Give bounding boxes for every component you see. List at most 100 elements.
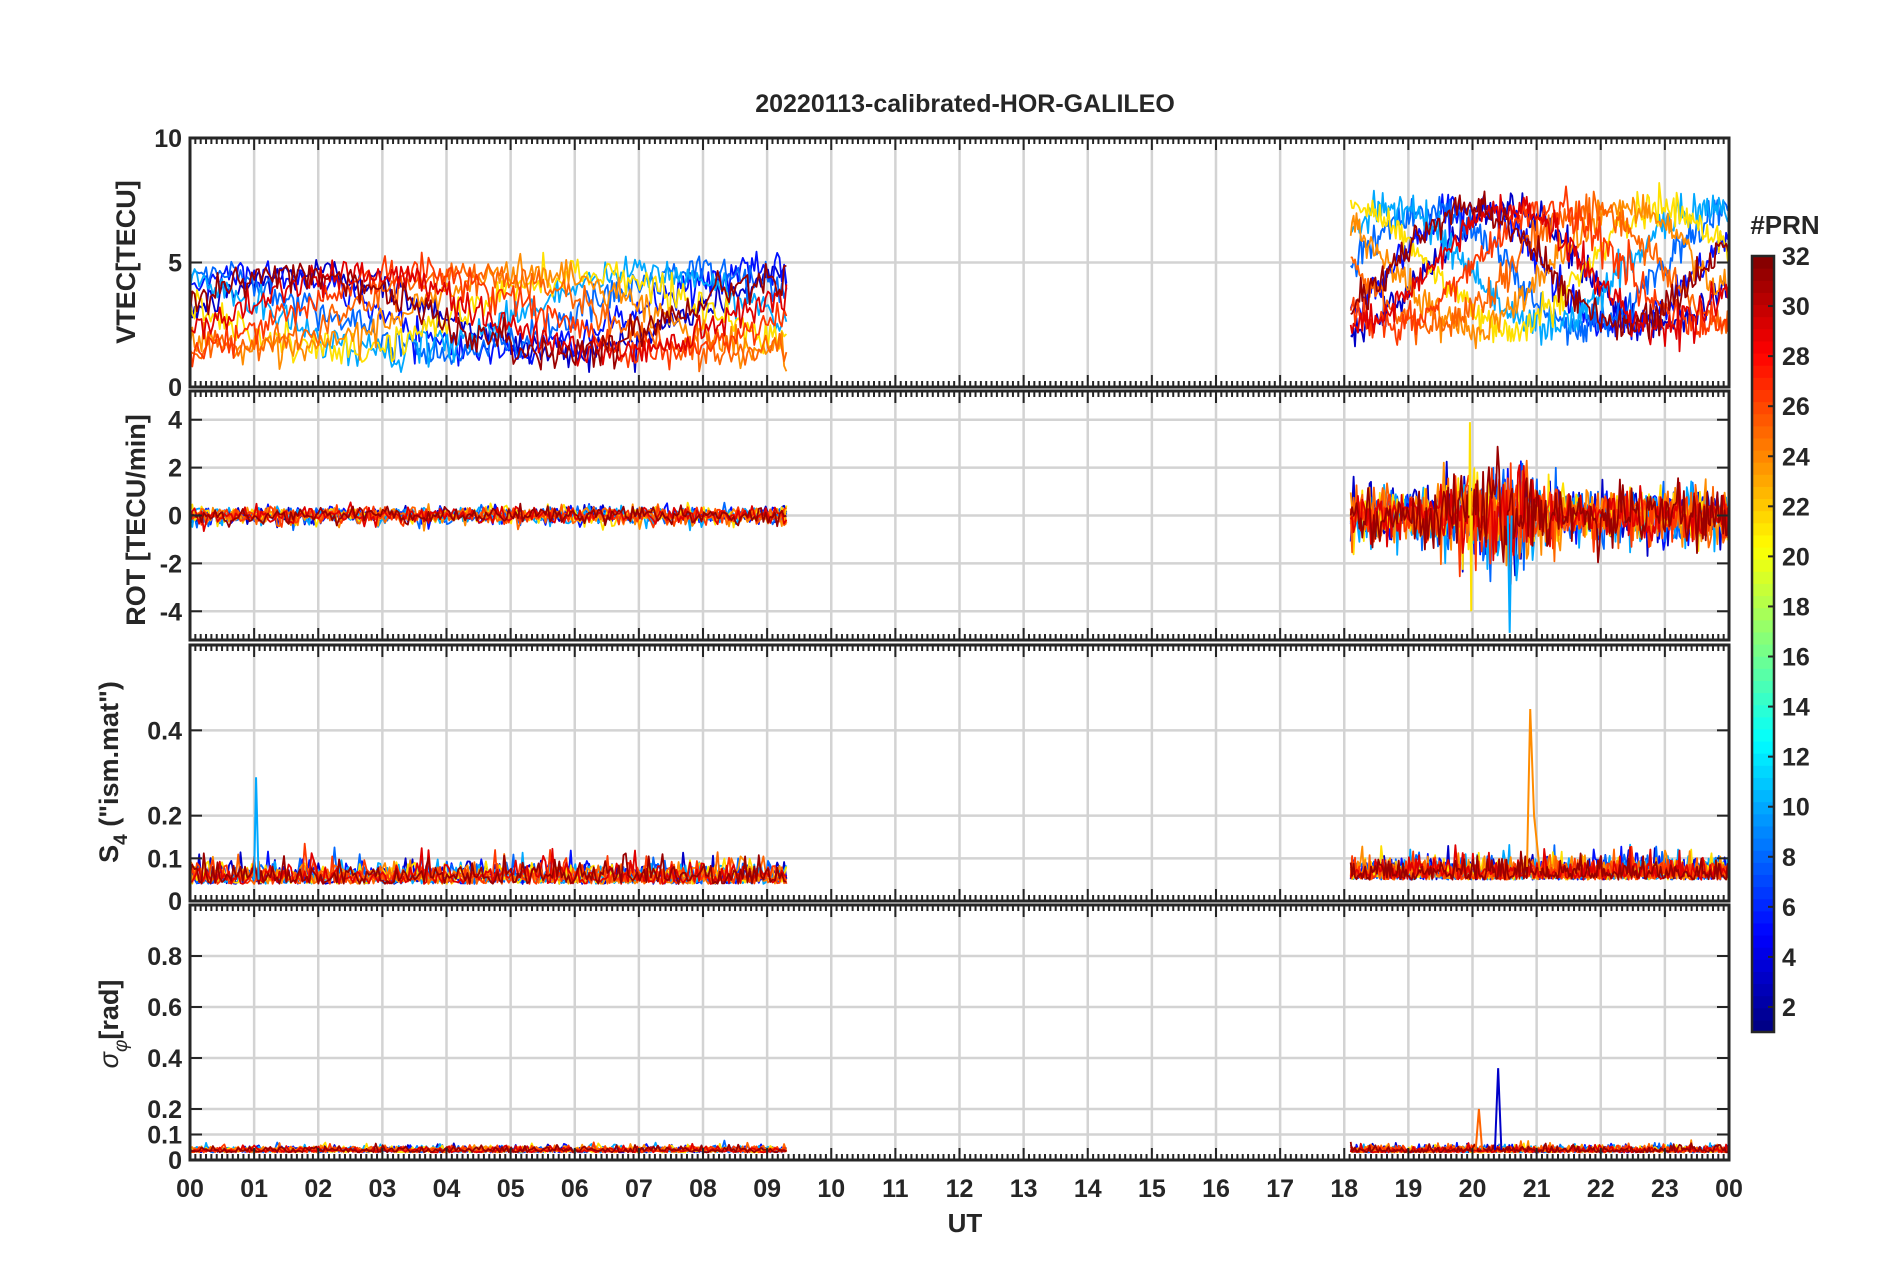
panel-sigma: 00.10.2 0.4 0.6 0.8 — [147, 903, 1731, 1175]
colorbar-swatch — [1752, 716, 1774, 730]
s4-peak-prn-10 — [253, 777, 260, 880]
panel-rot: -4 -2 0 2 4 — [160, 389, 1731, 642]
x-tick-label: 07 — [625, 1175, 653, 1203]
x-tick-label: 21 — [1523, 1175, 1551, 1203]
colorbar-swatch — [1752, 959, 1774, 972]
y-tick-label: 0.8 — [147, 943, 182, 971]
y-tick-label: 0 — [168, 888, 182, 916]
sigma-peak-prn-25 — [1474, 1108, 1484, 1150]
colorbar-swatch — [1752, 910, 1774, 924]
rot-spike-prn-10 — [1506, 515, 1513, 633]
colorbar-swatch — [1752, 813, 1774, 827]
colorbar-swatch — [1752, 850, 1774, 863]
y-tick-label: 10 — [154, 125, 182, 153]
series-prn-20 — [1349, 181, 1730, 344]
y-tick-label: 2 — [168, 455, 182, 483]
colorbar-swatch — [1752, 571, 1774, 584]
colorbar-swatch — [1752, 607, 1774, 621]
series-prn-31 — [1350, 190, 1730, 341]
colorbar-tick-label: 6 — [1782, 894, 1796, 922]
x-tick-label: 12 — [946, 1175, 974, 1203]
x-tick-label: 16 — [1202, 1175, 1230, 1203]
x-tick-label: 20 — [1459, 1175, 1487, 1203]
colorbar-swatch — [1752, 268, 1774, 281]
x-tick-label: 05 — [497, 1175, 525, 1203]
s4-y-label-main: S — [94, 845, 124, 863]
y-tick-label: 0.1 — [147, 1122, 182, 1150]
colorbar-tick-label: 2 — [1782, 994, 1796, 1022]
colorbar-swatch — [1752, 777, 1774, 791]
colorbar-swatch — [1752, 365, 1774, 378]
colorbar-swatch — [1752, 789, 1774, 803]
s4-y-label: S4 ("ism.mat") — [94, 681, 132, 863]
colorbar-swatch — [1752, 559, 1774, 572]
colorbar-swatch — [1752, 874, 1774, 888]
series-prn-24 — [1349, 193, 1730, 350]
x-tick-label: 00 — [1715, 1175, 1743, 1203]
x-tick-label: 19 — [1394, 1175, 1422, 1203]
colorbar-frame — [1750, 254, 1776, 1034]
colorbar-tick-label: 24 — [1782, 443, 1810, 471]
x-tick-label: 18 — [1330, 1175, 1358, 1203]
colorbar-swatch — [1752, 765, 1774, 778]
x-tick-label: 23 — [1651, 1175, 1679, 1203]
colorbar-swatch — [1752, 704, 1774, 718]
x-tick-label: 14 — [1074, 1175, 1102, 1203]
colorbar-swatch — [1752, 583, 1774, 597]
y-tick-label: 4 — [168, 407, 182, 435]
colorbar-tick-label: 8 — [1782, 844, 1796, 872]
colorbar-swatch — [1752, 462, 1774, 475]
rot-y-label: ROT [TECU/min] — [121, 414, 151, 625]
x-tick-label: 17 — [1266, 1175, 1294, 1203]
s4-y-label-sub: 4 — [111, 834, 132, 845]
colorbar-tick-label: 14 — [1782, 694, 1810, 722]
x-tick-label: 06 — [561, 1175, 589, 1203]
colorbar-swatch — [1752, 935, 1774, 948]
colorbar-swatch — [1752, 280, 1774, 293]
sigma-peak-prn-2 — [1493, 1068, 1503, 1150]
colorbar-swatch — [1752, 825, 1774, 839]
colorbar-tick-label: 10 — [1782, 794, 1810, 822]
colorbar-tick-label: 18 — [1782, 593, 1810, 621]
colorbar-swatch — [1752, 522, 1774, 536]
series-prn-7 — [189, 255, 788, 365]
colorbar-tick-label: 20 — [1782, 543, 1810, 571]
s4-peak-prn-24 — [1526, 708, 1541, 872]
colorbar-swatch — [1752, 728, 1774, 742]
colorbar-label: #PRN — [1750, 210, 1819, 240]
colorbar-tick-label: 12 — [1782, 744, 1810, 772]
vtec-y-label: VTEC[TECU] — [111, 180, 141, 344]
colorbar-tick-label: 32 — [1782, 243, 1810, 271]
colorbar-swatch — [1752, 983, 1774, 997]
x-tick-label: 04 — [433, 1175, 461, 1203]
colorbar-swatch — [1752, 656, 1774, 669]
sigma-y-label-rest: [rad] — [94, 980, 124, 1040]
colorbar-swatch — [1752, 631, 1774, 645]
colorbar-tick-label: 30 — [1782, 293, 1810, 321]
series-prn-31 — [189, 262, 787, 371]
colorbar-swatch — [1752, 510, 1774, 524]
s4-y-label-rest: ("ism.mat") — [94, 681, 124, 834]
colorbar-swatch — [1752, 1019, 1774, 1033]
panel-s4: 0 0.1 0.2 0.4 — [147, 643, 1731, 916]
chart-title: 20220113-calibrated-HOR-GALILEO — [755, 90, 1175, 118]
x-tick-label: 01 — [240, 1175, 268, 1203]
colorbar-swatch — [1752, 801, 1774, 815]
series-prn-31 — [189, 1142, 787, 1154]
colorbar-swatch — [1752, 692, 1774, 706]
colorbar-swatch — [1752, 256, 1774, 269]
y-tick-label: -2 — [160, 550, 182, 578]
y-tick-label: 0.2 — [147, 1096, 182, 1124]
x-axis-label: UT — [948, 1208, 983, 1238]
colorbar-swatch — [1752, 474, 1774, 487]
x-tick-label: 08 — [689, 1175, 717, 1203]
x-tick-label: 13 — [1010, 1175, 1038, 1203]
colorbar-tick-label: 22 — [1782, 493, 1810, 521]
colorbar-swatch — [1752, 886, 1774, 900]
series-prn-31 — [189, 852, 787, 885]
series-prn-31 — [1349, 1141, 1730, 1154]
sigma-y-label: σφ[rad] — [94, 980, 132, 1069]
